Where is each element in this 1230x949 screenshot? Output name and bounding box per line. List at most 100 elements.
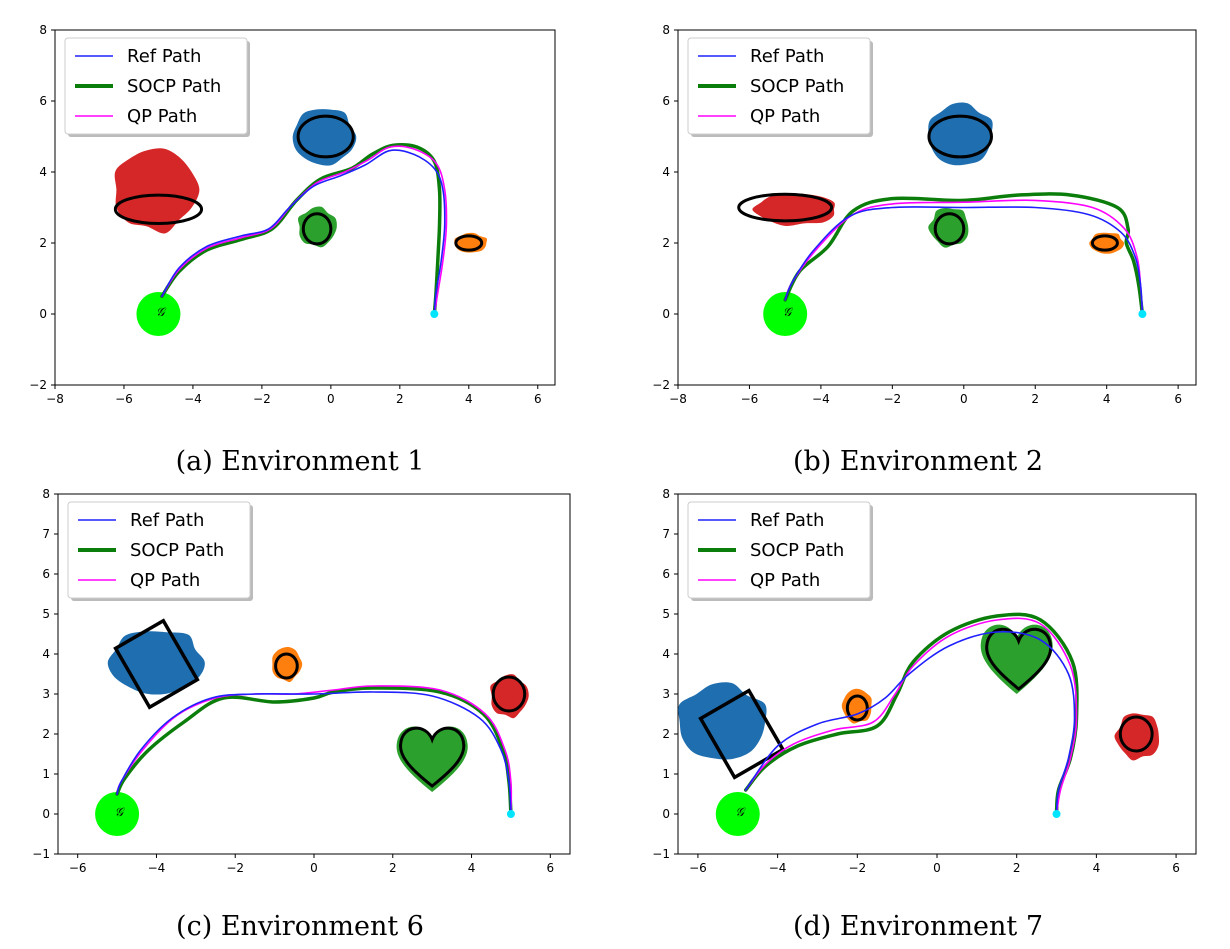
subplot-2: −8 −6 −4 −2 0 2 4 6 −2 0 2 4 6 8 𝒢 Ref Path SOCP Path QP … <box>652 23 1197 406</box>
obstacle-outline <box>845 694 869 722</box>
x-tick-label: 2 <box>389 861 397 875</box>
start-marker <box>1052 810 1061 818</box>
y-tick-label: 8 <box>662 487 670 501</box>
x-tick-label: 4 <box>468 861 476 875</box>
legend-box <box>67 501 251 599</box>
obstacle-outline <box>698 688 786 780</box>
x-tick-label: −4 <box>148 861 166 875</box>
x-tick-label: −2 <box>883 392 901 406</box>
series-line-ref <box>744 630 1076 815</box>
y-tick-label: 2 <box>662 727 670 741</box>
series-line-socp <box>115 686 513 816</box>
x-tick-label: −4 <box>184 392 202 406</box>
x-tick-label: 0 <box>310 861 318 875</box>
x-tick-label: 2 <box>396 392 404 406</box>
x-tick-label: −4 <box>812 392 830 406</box>
x-tick-label: −6 <box>69 861 87 875</box>
goal-region <box>763 292 808 336</box>
obstacle-outline <box>113 193 204 225</box>
goal-label: 𝒢 <box>115 805 126 819</box>
y-tick-label: 4 <box>42 647 50 661</box>
goal-region <box>95 792 140 836</box>
legend-label: SOCP Path <box>130 540 224 561</box>
legend-label: Ref Path <box>750 510 824 531</box>
x-tick-label: 2 <box>1031 392 1039 406</box>
x-tick-label: 6 <box>546 861 554 875</box>
x-tick-label: 0 <box>327 392 335 406</box>
x-tick-label: −4 <box>769 861 787 875</box>
x-tick-label: −8 <box>669 392 687 406</box>
y-tick-label: 4 <box>662 165 670 179</box>
legend-label: Ref Path <box>127 46 201 67</box>
obstacle-outline <box>737 192 834 223</box>
obstacle-region <box>678 682 767 760</box>
goal-label: 𝒢 <box>783 305 794 319</box>
series-line-qp <box>116 685 513 815</box>
y-tick-label: 7 <box>662 527 670 541</box>
x-tick-label: 6 <box>1172 861 1180 875</box>
legend-label: QP Path <box>750 106 820 127</box>
legend-box <box>687 501 871 599</box>
series-line-socp <box>783 192 1145 316</box>
y-tick-label: 0 <box>42 807 50 821</box>
x-tick-label: 6 <box>1174 392 1182 406</box>
goal-label: 𝒢 <box>156 305 167 319</box>
obstacle-outline <box>454 234 484 252</box>
obstacle-outline <box>491 675 527 713</box>
series-line-qp <box>744 617 1078 815</box>
x-tick-label: −6 <box>689 861 707 875</box>
series-line-ref <box>116 691 512 815</box>
y-tick-label: −2 <box>652 378 670 392</box>
legend-label: QP Path <box>130 570 200 591</box>
y-tick-label: 8 <box>39 23 47 37</box>
goal-region <box>136 292 181 336</box>
y-tick-label: 8 <box>42 487 50 501</box>
series-line-qp <box>784 199 1144 315</box>
x-tick-label: 4 <box>465 392 473 406</box>
goal-region <box>715 792 760 836</box>
x-tick-label: 6 <box>534 392 542 406</box>
obstacle-outline <box>301 212 333 246</box>
legend-box <box>687 37 871 135</box>
x-tick-label: 2 <box>1013 861 1021 875</box>
legend-label: Ref Path <box>130 510 204 531</box>
x-tick-label: −2 <box>253 392 271 406</box>
subplot-1: −8 −6 −4 −2 0 2 4 6 −2 0 2 4 6 8 𝒢 Ref Path SOCP Path QP … <box>29 23 556 406</box>
start-marker <box>506 810 515 818</box>
obstacle-region <box>114 148 200 234</box>
y-tick-label: 3 <box>42 687 50 701</box>
y-tick-label: 2 <box>42 727 50 741</box>
y-tick-label: −1 <box>32 847 50 861</box>
obstacle-outline <box>927 114 993 159</box>
series-line-socp <box>160 142 442 316</box>
subplot-4: −6 −4 −2 0 2 4 6 −1 0 1 2 3 4 5 6 7 8 𝒢 Ref Path SOCP Path Q… <box>652 487 1197 875</box>
subplot-caption: (b) Environment 2 <box>793 446 1043 477</box>
x-tick-label: −2 <box>848 861 866 875</box>
x-tick-label: −8 <box>46 392 64 406</box>
y-tick-label: 6 <box>662 567 670 581</box>
y-tick-label: 2 <box>39 236 47 250</box>
x-tick-label: 0 <box>933 861 941 875</box>
start-marker <box>430 310 439 318</box>
y-tick-label: 4 <box>39 165 47 179</box>
legend-label: SOCP Path <box>750 540 844 561</box>
x-tick-label: −6 <box>741 392 759 406</box>
y-tick-label: 6 <box>42 567 50 581</box>
y-tick-label: 2 <box>662 236 670 250</box>
y-tick-label: 0 <box>39 307 47 321</box>
x-tick-label: 4 <box>1093 861 1101 875</box>
subplot-caption: (c) Environment 6 <box>176 911 424 942</box>
obstacle-region <box>396 726 468 792</box>
subplot-caption: (d) Environment 7 <box>793 911 1043 942</box>
y-tick-label: 0 <box>662 807 670 821</box>
y-tick-label: 1 <box>662 767 670 781</box>
x-tick-label: −2 <box>226 861 244 875</box>
obstacle-outline <box>933 212 966 246</box>
obstacle-outline <box>399 726 466 788</box>
legend-label: SOCP Path <box>127 76 221 97</box>
y-tick-label: 8 <box>662 23 670 37</box>
legend-label: Ref Path <box>750 46 824 67</box>
start-marker <box>1138 310 1147 318</box>
y-tick-label: 5 <box>662 607 670 621</box>
obstacle-outline <box>274 652 299 680</box>
